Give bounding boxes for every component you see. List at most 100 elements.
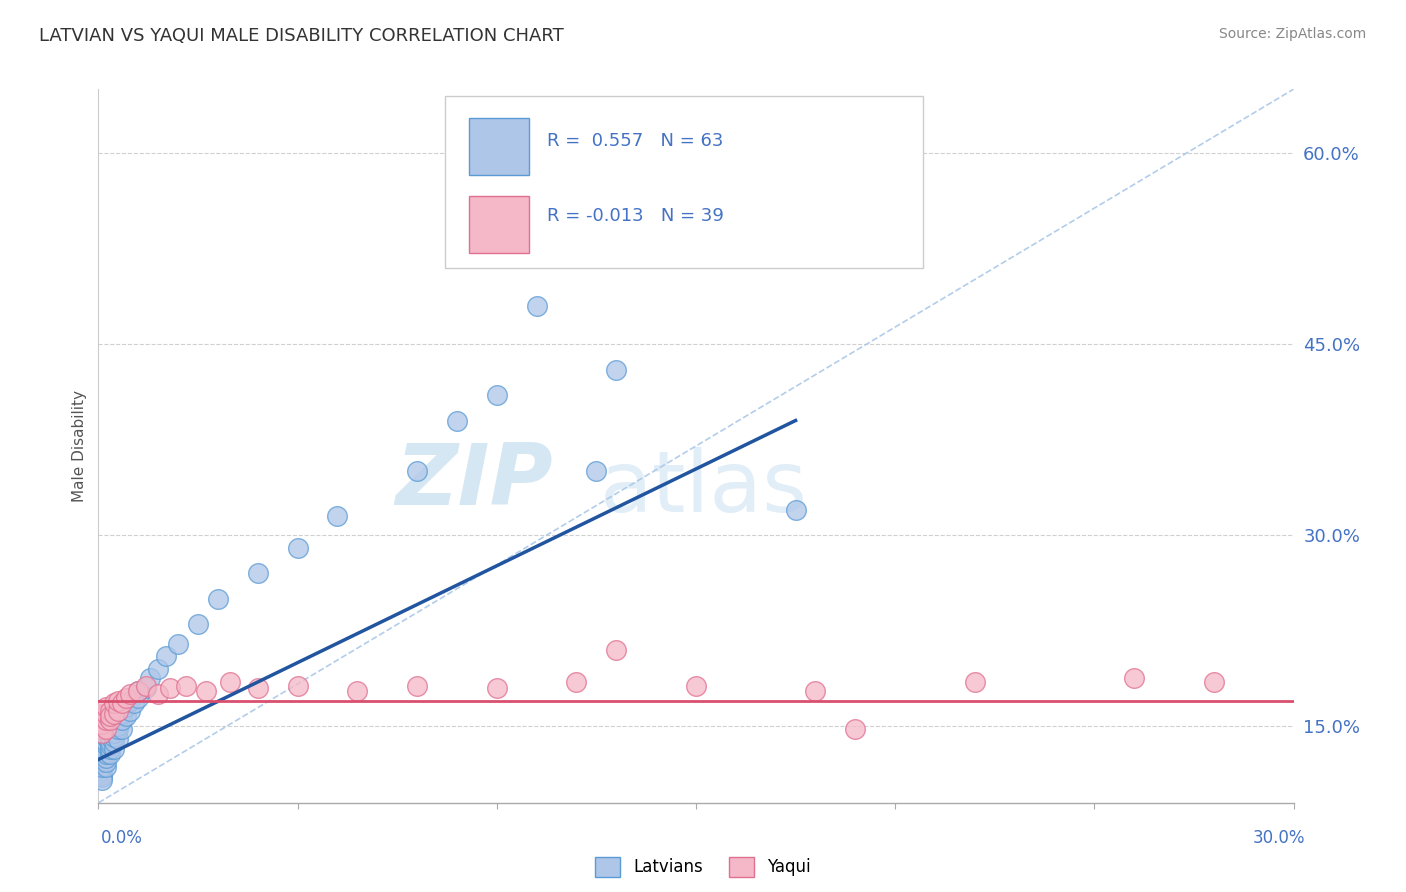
Point	[91, 770, 114, 784]
Text: 30.0%: 30.0%	[1253, 829, 1305, 847]
Point	[406, 465, 429, 479]
Point	[103, 734, 125, 748]
Point	[103, 730, 125, 744]
Text: ZIP: ZIP	[395, 440, 553, 524]
Point	[1123, 671, 1146, 685]
Point	[111, 706, 134, 721]
Point	[96, 700, 118, 714]
Point	[111, 722, 134, 736]
Point	[115, 709, 138, 723]
Point	[91, 713, 114, 727]
Point	[107, 722, 129, 736]
FancyBboxPatch shape	[444, 96, 922, 268]
Y-axis label: Male Disability: Male Disability	[72, 390, 87, 502]
Point	[167, 636, 190, 650]
Point	[844, 722, 866, 736]
Point	[605, 362, 627, 376]
Text: R = -0.013   N = 39: R = -0.013 N = 39	[547, 207, 724, 225]
Point	[287, 679, 309, 693]
Point	[107, 704, 129, 718]
Point	[120, 688, 142, 702]
Point	[96, 755, 118, 769]
Point	[485, 388, 508, 402]
Point	[103, 742, 125, 756]
Bar	[470, 196, 529, 253]
Point	[174, 679, 197, 693]
Text: Source: ZipAtlas.com: Source: ZipAtlas.com	[1219, 27, 1367, 41]
Point	[120, 704, 142, 718]
Point	[107, 713, 129, 727]
Point	[98, 704, 122, 718]
Point	[326, 509, 349, 524]
Point	[103, 725, 125, 739]
Point	[107, 732, 129, 747]
Point	[406, 679, 429, 693]
Point	[111, 697, 134, 711]
Point	[91, 772, 114, 787]
Point	[103, 722, 125, 736]
Text: LATVIAN VS YAQUI MALE DISABILITY CORRELATION CHART: LATVIAN VS YAQUI MALE DISABILITY CORRELA…	[39, 27, 564, 45]
Point	[526, 299, 548, 313]
Point	[485, 681, 508, 695]
Point	[96, 745, 118, 759]
Point	[91, 716, 114, 731]
Point	[91, 725, 114, 739]
Point	[115, 691, 138, 706]
Text: 0.0%: 0.0%	[101, 829, 143, 847]
Point	[1202, 674, 1225, 689]
Point	[135, 679, 157, 693]
Point	[155, 649, 177, 664]
Point	[127, 691, 149, 706]
Point	[287, 541, 309, 555]
Point	[111, 713, 134, 727]
Point	[115, 700, 138, 714]
Point	[98, 747, 122, 762]
Point	[98, 739, 122, 753]
Point	[194, 683, 218, 698]
Point	[96, 722, 118, 736]
Point	[98, 725, 122, 739]
Point	[585, 465, 607, 479]
Point	[91, 764, 114, 778]
Point	[139, 671, 162, 685]
Point	[565, 674, 588, 689]
Point	[96, 713, 118, 727]
Point	[96, 739, 118, 753]
Point	[785, 502, 807, 516]
Point	[98, 732, 122, 747]
Point	[159, 681, 181, 695]
Point	[91, 751, 114, 765]
Point	[91, 739, 114, 753]
Point	[187, 617, 209, 632]
Point	[96, 742, 118, 756]
Point	[127, 683, 149, 698]
Point	[963, 674, 986, 689]
Point	[96, 760, 118, 774]
Point	[804, 683, 827, 698]
Point	[91, 706, 114, 721]
Point	[98, 730, 122, 744]
Point	[96, 751, 118, 765]
Bar	[470, 118, 529, 175]
Point	[135, 681, 157, 695]
Point	[685, 679, 707, 693]
Point	[346, 683, 368, 698]
Point	[96, 734, 118, 748]
Point	[98, 734, 122, 748]
Legend: Latvians, Yaqui: Latvians, Yaqui	[589, 850, 817, 884]
Point	[91, 722, 114, 736]
Point	[91, 760, 114, 774]
Point	[127, 683, 149, 698]
Point	[246, 681, 269, 695]
Point	[103, 706, 125, 721]
Point	[98, 713, 122, 727]
Point	[107, 719, 129, 733]
Point	[91, 757, 114, 772]
Point	[96, 747, 118, 762]
Point	[124, 697, 146, 711]
Text: atlas: atlas	[600, 447, 808, 531]
Point	[219, 674, 242, 689]
Point	[91, 768, 114, 782]
Point	[107, 694, 129, 708]
Point	[120, 694, 142, 708]
